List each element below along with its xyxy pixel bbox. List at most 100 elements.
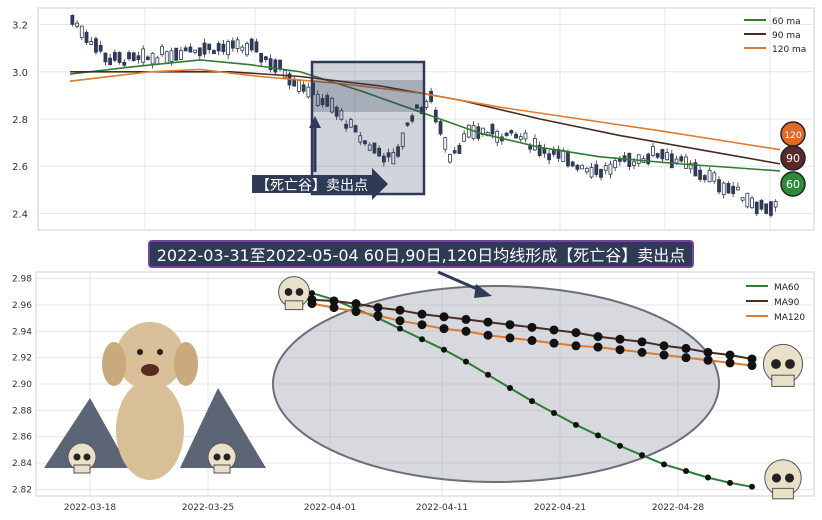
y-tick-label: 2.92 (12, 354, 32, 364)
poodle-eye (157, 349, 163, 355)
series-point-ma120 (615, 345, 625, 355)
candle-body (674, 158, 679, 164)
y-tick-label: 2.90 (12, 380, 32, 390)
series-point-ma90 (659, 341, 669, 351)
series-point-ma60 (639, 452, 645, 459)
candle-body (745, 192, 750, 208)
skull-eye (295, 288, 304, 296)
series-point-ma120 (703, 355, 713, 365)
series-point-ma120 (329, 303, 339, 313)
series-point-ma60 (397, 325, 403, 332)
candle-body (112, 51, 117, 61)
skull-icon (762, 343, 804, 387)
candle-body (131, 52, 136, 62)
series-point-ma90 (593, 332, 603, 342)
poodle-eye (137, 349, 143, 355)
candle-body (764, 203, 769, 214)
candle-body (122, 61, 127, 66)
series-point-ma90 (703, 347, 713, 357)
skull-jaw (772, 487, 794, 500)
death-valley-band (312, 80, 424, 112)
candle-body (613, 160, 618, 169)
skull-eye (213, 453, 221, 461)
x-tick-label: 2022-04-11 (416, 503, 468, 513)
series-point-ma120 (637, 347, 647, 357)
candle-body (315, 94, 320, 106)
x-tick-label: 2022-04-21 (534, 503, 586, 513)
candle-body (448, 153, 452, 163)
series-point-ma90 (395, 305, 405, 315)
skull-jaw (73, 464, 91, 474)
candle-body (405, 122, 410, 126)
y-tick-label: 2.86 (12, 433, 32, 443)
ma-badge (780, 145, 806, 171)
series-point-ma90 (615, 334, 625, 344)
candle-body (263, 56, 268, 60)
candle-body (731, 185, 736, 194)
x-tick-label: 2022-03-18 (64, 503, 117, 513)
candle-body (759, 199, 764, 210)
skull-eye (771, 359, 781, 369)
candle-body (254, 41, 259, 53)
series-point-ma90 (439, 312, 449, 322)
candle-body (372, 142, 377, 154)
series-point-ma60 (595, 432, 601, 439)
series-point-ma120 (725, 358, 735, 368)
sell-point-callout (252, 168, 388, 200)
candlestick-chart: 2.4 2.6 2.8 3.0 3.2 【死亡谷】卖出点 60 ma 90 ma 120 ma 1… (12, 7, 815, 231)
series-point-ma120 (395, 316, 405, 326)
candle-body (230, 40, 235, 49)
candle-body (537, 144, 542, 156)
candle-body (575, 164, 580, 170)
series-point-ma90 (483, 317, 493, 327)
ma120-line (69, 68, 781, 151)
candle-body (400, 132, 405, 147)
bottom-legend-label: MA60 (774, 283, 800, 293)
series-point-ma60 (441, 346, 447, 353)
candle-body (547, 153, 551, 161)
candle-body (334, 106, 339, 117)
candle-body (164, 51, 169, 64)
series-point-ma120 (681, 353, 691, 363)
candle-body (169, 50, 174, 62)
candle-body (226, 41, 231, 56)
candle-body (603, 165, 608, 171)
series-point-ma60 (727, 479, 733, 486)
candle-body (268, 58, 273, 71)
candle-body (396, 146, 400, 157)
top-y-tick-label: 3.2 (12, 21, 28, 32)
series-point-ma90 (571, 328, 581, 338)
bottom-legend-label: MA90 (774, 298, 800, 308)
candle-body (330, 97, 334, 113)
candle-body (702, 175, 707, 181)
series-point-ma90 (351, 299, 361, 309)
skull-eye (784, 473, 795, 483)
candle-body (561, 149, 566, 162)
candle-body (202, 42, 207, 55)
candle-body (259, 53, 264, 63)
y-tick-label: 2.94 (12, 327, 32, 337)
candle-body (358, 135, 363, 143)
candle-body (415, 104, 419, 109)
skull-jaw (284, 300, 304, 311)
candle-body (160, 46, 164, 55)
series-point-ma120 (549, 338, 559, 348)
candle-body (391, 152, 396, 165)
candle-body (363, 140, 367, 145)
series-point-ma120 (505, 333, 515, 343)
series-point-ma60 (419, 336, 425, 343)
poodle-mouth (141, 364, 159, 376)
candle-body (348, 119, 353, 128)
candle-body (377, 147, 382, 157)
x-tick-label: 2022-04-01 (304, 503, 356, 513)
ma-line-chart: 2022-03-18 2022-03-25 2022-04-01 2022-04-11… (12, 270, 815, 513)
series-point-ma60 (661, 461, 667, 468)
skull-icon (278, 276, 310, 311)
series-point-ma60 (529, 398, 535, 405)
poodle-body (116, 380, 184, 480)
candle-body (216, 43, 221, 52)
candle-body (183, 47, 188, 52)
candle-body (632, 161, 636, 166)
candle-body (721, 182, 726, 196)
candle-body (235, 39, 240, 50)
